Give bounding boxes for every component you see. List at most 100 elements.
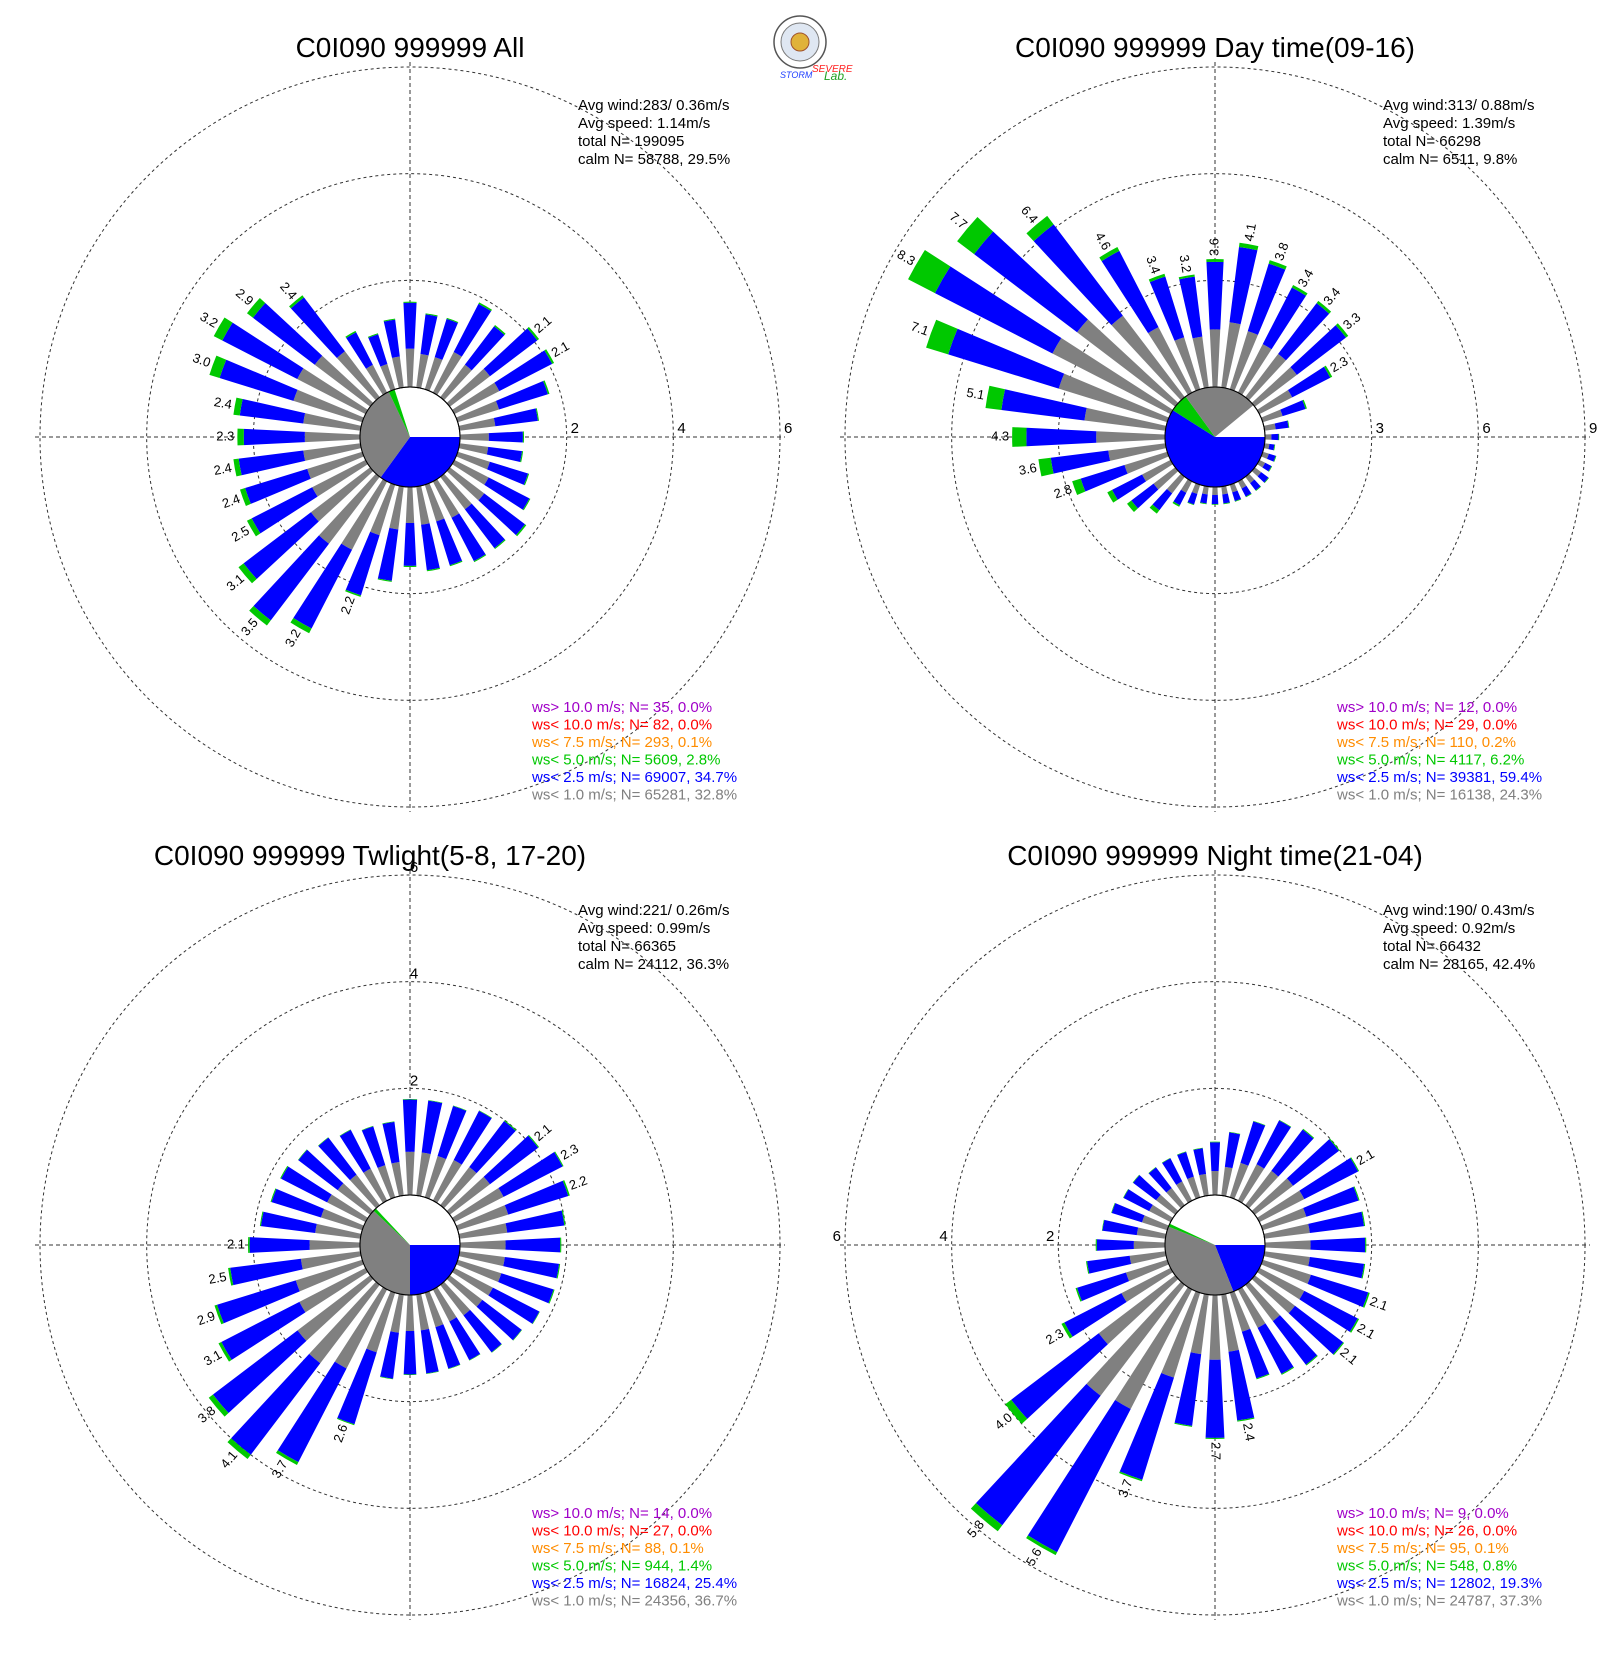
petal-green [1335, 323, 1349, 338]
petal-label: 3.0 [191, 350, 213, 370]
petal-blue [453, 1110, 492, 1165]
petal-gray [1261, 1259, 1311, 1284]
petal-green [1132, 1174, 1140, 1183]
petal-gray [389, 485, 404, 530]
petal-gray [416, 1293, 430, 1331]
petal-gray [1058, 373, 1169, 423]
petal-green [1273, 455, 1277, 462]
legend-entry: ws< 2.5 m/s; N= 39381, 59.4% [1336, 769, 1542, 786]
petal-green [1095, 1239, 1097, 1251]
petal-green [522, 431, 524, 443]
petal-blue [1112, 474, 1147, 500]
petal-blue [245, 468, 311, 504]
petal-gray [452, 1188, 504, 1223]
petal-blue [1077, 1272, 1130, 1301]
petal-blue [1027, 1400, 1131, 1553]
petal-label: 7.1 [909, 318, 931, 338]
stats-line: calm N= 6511, 9.8% [1383, 151, 1517, 168]
petal-gray [405, 1294, 415, 1331]
legend-entry: ws< 10.0 m/s; N= 26, 0.0% [1336, 1523, 1517, 1540]
petal-blue [252, 303, 323, 365]
petal-green [1174, 1422, 1193, 1427]
petal-green [1229, 1131, 1241, 1135]
petal-gray [446, 368, 490, 407]
petal-green [426, 567, 440, 572]
petal-label: 2.7 [1209, 1442, 1224, 1460]
petal-blue [277, 1361, 347, 1463]
petal-blue [449, 1317, 481, 1361]
ring-label: 4 [939, 1228, 947, 1245]
calm-segment [1168, 1223, 1215, 1245]
petal-label: 2.3 [1327, 353, 1350, 375]
petal-green [1199, 502, 1207, 505]
petal-green [1086, 1261, 1090, 1274]
petal-green [403, 565, 417, 567]
petal-blue [1232, 490, 1241, 502]
petal-label: 5.8 [964, 1517, 987, 1540]
petal-gray [349, 1174, 380, 1209]
petal-blue [435, 1324, 461, 1369]
petal-label: 2.1 [1354, 1146, 1377, 1168]
petal-green [361, 1125, 374, 1131]
petal-blue [382, 1121, 400, 1164]
petal-green [1365, 1237, 1367, 1253]
petal-gray [380, 364, 396, 391]
petal-green [1361, 1263, 1366, 1279]
petal-gray [440, 364, 472, 401]
petal-blue [1131, 483, 1159, 509]
petal-green [1333, 1342, 1345, 1356]
petal-gray [297, 1275, 374, 1341]
petal-green [1223, 502, 1231, 505]
stats-line: total N= 66432 [1383, 938, 1481, 955]
petal-gray [1153, 467, 1179, 490]
petal-gray [1202, 485, 1209, 495]
petal-gray [1133, 1241, 1166, 1249]
petal-label: 5.1 [965, 385, 985, 403]
petal-gray [1229, 483, 1238, 493]
logo-text-severe: SEVERE [812, 64, 853, 75]
petal-label: 2.4 [220, 491, 242, 511]
petal-blue [1257, 472, 1269, 483]
petal-gray [459, 1240, 506, 1250]
petal-blue [1229, 246, 1258, 325]
petal-green [1237, 1417, 1255, 1422]
petal-gray [309, 1240, 361, 1250]
severe-storm-lab-logo: SEVERE STORM Lab. [773, 15, 853, 83]
petal-green [1148, 1166, 1157, 1174]
petal-blue [1187, 491, 1198, 505]
ring-label: 6 [410, 859, 418, 876]
petal-label: 2.4 [277, 279, 300, 302]
petal-green [528, 1134, 540, 1148]
petal-gray [310, 467, 374, 522]
petal-green [449, 560, 463, 567]
petal-green [556, 1263, 561, 1279]
petal-blue [243, 428, 305, 446]
petal-blue [243, 512, 319, 579]
calm-outline [359, 1194, 461, 1296]
petal-green [523, 473, 530, 486]
petal-green [543, 380, 550, 395]
petal-gray [299, 1267, 368, 1313]
petal-gray [1221, 1166, 1233, 1197]
petal-gray [297, 368, 368, 415]
petal-gray [1237, 479, 1247, 489]
petal-blue [421, 523, 440, 571]
petal-blue [1241, 485, 1252, 497]
chart-title: C0I090 999999 Day time(09-16) [1015, 32, 1415, 63]
petal-green [1161, 1157, 1171, 1164]
petal-gray [1263, 1251, 1310, 1267]
petal-label: 3.2 [197, 309, 220, 331]
legend-entry: ws< 1.0 m/s; N= 24356, 36.7% [531, 1593, 737, 1610]
petal-label: 4.1 [217, 1448, 240, 1471]
petal-label: 6.4 [1018, 203, 1041, 226]
petal-blue [1179, 276, 1203, 339]
legend-entry: ws< 7.5 m/s; N= 110, 0.2% [1336, 734, 1516, 751]
petal-label: 4.6 [1092, 230, 1114, 253]
petal-green [425, 313, 438, 317]
petal-blue [453, 303, 492, 357]
petal-blue [464, 326, 505, 371]
petal-gray [1136, 1227, 1167, 1239]
petal-green [318, 1137, 329, 1147]
petal-green [1353, 1186, 1360, 1201]
